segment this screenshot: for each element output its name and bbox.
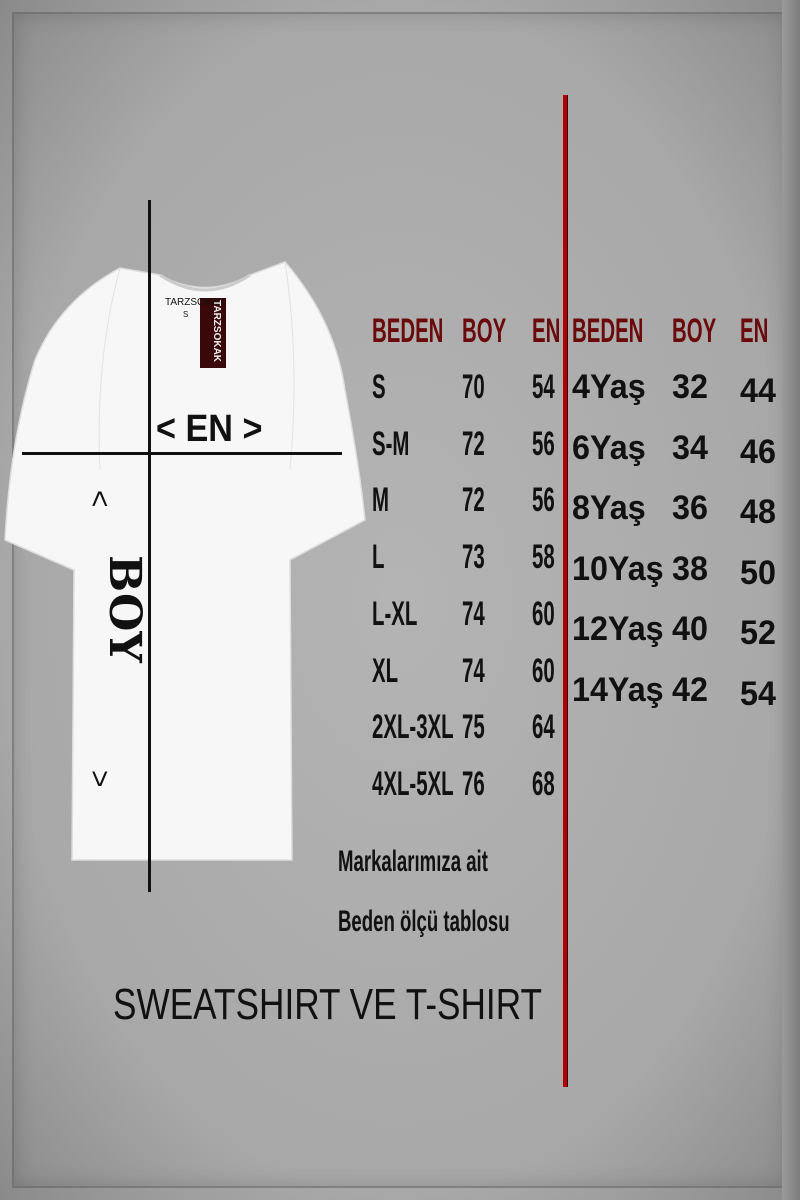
neck-label: TARZSOKAK — [165, 297, 225, 308]
adult-width-cell: 68 — [532, 764, 555, 803]
adult-width-cell: 54 — [532, 368, 555, 406]
adult-header-boy: BOY — [462, 312, 507, 350]
adult-width-cell: 64 — [532, 708, 555, 747]
kids-size-cell: 10Yaş — [572, 549, 664, 588]
kids-length-cell: 32 — [672, 368, 708, 406]
kids-size-cell: 4Yaş — [572, 368, 646, 406]
adult-length-cell: 74 — [462, 594, 485, 633]
adult-length-cell: 70 — [462, 368, 485, 406]
kids-size-cell: 14Yaş — [572, 670, 664, 709]
adult-length-cell: 76 — [462, 764, 485, 803]
adult-length-cell: 72 — [462, 481, 485, 520]
adult-size-cell: 2XL-3XL — [372, 708, 454, 747]
adult-size-cell: XL — [372, 651, 399, 690]
hang-tag — [200, 298, 226, 368]
width-marker: < EN > — [156, 408, 263, 450]
kids-header-beden: BEDEN — [572, 312, 644, 350]
length-marker-top: < — [83, 490, 116, 508]
kids-length-cell: 38 — [672, 549, 708, 588]
adult-size-cell: L — [372, 538, 385, 577]
adult-width-cell: 58 — [532, 538, 555, 577]
kids-length-cell: 36 — [672, 489, 708, 527]
neck-size: S — [183, 310, 189, 319]
length-axis-line — [148, 200, 151, 892]
hang-tag-text: TARZSOKAK — [211, 300, 222, 363]
kids-size-cell: 8Yaş — [572, 489, 646, 527]
note-line-1: Markalarımıza ait — [338, 845, 488, 878]
adult-width-cell: 60 — [532, 651, 555, 690]
adult-width-cell: 56 — [532, 481, 555, 520]
kids-width-cell: 48 — [740, 493, 776, 531]
adult-size-cell: L-XL — [372, 594, 418, 633]
adult-size-cell: S-M — [372, 424, 410, 463]
tshirt-body — [4, 261, 366, 861]
product-type: SWEATSHIRT VE T-SHIRT — [113, 980, 542, 1029]
kids-width-cell: 52 — [740, 614, 776, 652]
width-axis-line — [22, 452, 342, 455]
kids-size-cell: 12Yaş — [572, 610, 664, 648]
adult-width-cell: 56 — [532, 424, 555, 463]
adult-size-cell: S — [372, 368, 386, 406]
kids-width-cell: 44 — [740, 372, 776, 410]
adult-size-cell: M — [372, 481, 389, 520]
kids-length-cell: 40 — [672, 610, 708, 648]
adult-header-en: EN — [532, 312, 561, 350]
length-marker-text: BOY — [99, 555, 150, 663]
adult-length-cell: 74 — [462, 651, 485, 690]
adult-length-cell: 75 — [462, 708, 485, 747]
kids-width-cell: 50 — [740, 553, 776, 592]
kids-length-cell: 42 — [672, 670, 708, 709]
kids-width-cell: 46 — [740, 432, 776, 471]
kids-size-cell: 6Yaş — [572, 428, 646, 467]
table-divider — [563, 95, 567, 1087]
note-line-2: Beden ölçü tablosu — [338, 905, 510, 938]
adult-length-cell: 73 — [462, 538, 485, 577]
length-marker-bottom: > — [83, 770, 116, 788]
adult-length-cell: 72 — [462, 424, 485, 463]
adult-width-cell: 60 — [532, 594, 555, 633]
adult-header-beden: BEDEN — [372, 312, 444, 350]
kids-width-cell: 54 — [740, 674, 776, 713]
right-edge — [782, 0, 800, 1200]
kids-header-boy: BOY — [672, 312, 717, 350]
kids-length-cell: 34 — [672, 428, 708, 467]
kids-header-en: EN — [740, 312, 769, 350]
adult-size-cell: 4XL-5XL — [372, 764, 454, 803]
